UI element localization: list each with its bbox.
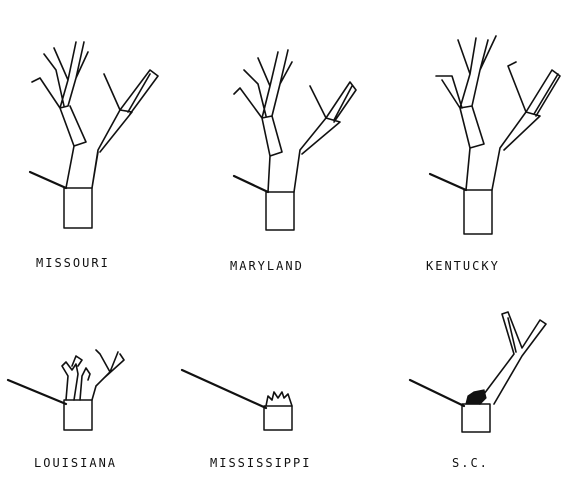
trunk-maryland [265, 191, 295, 231]
tree-maryland [232, 49, 357, 231]
tree-sc [408, 311, 547, 433]
scaffold-kentucky [435, 35, 561, 191]
trunk-sc [461, 403, 491, 433]
tree-louisiana [6, 349, 125, 431]
side-branch-maryland [232, 174, 270, 194]
tree-kentucky [428, 35, 561, 235]
side-branch-missouri [28, 170, 68, 190]
label-louisiana: LOUISIANA [34, 456, 118, 470]
label-kentucky: KENTUCKY [426, 259, 500, 273]
label-maryland: MARYLAND [230, 259, 304, 273]
trunk-missouri [63, 187, 93, 229]
scaffold-mississippi [265, 391, 293, 407]
scaffold-missouri [31, 41, 159, 189]
scaffold-sc [479, 311, 547, 405]
tree-missouri [28, 41, 159, 229]
tree-mississippi [180, 368, 293, 431]
label-missouri: MISSOURI [36, 256, 110, 270]
trunk-louisiana [63, 399, 93, 431]
label-sc: S.C. [452, 456, 489, 470]
scaffold-louisiana [61, 349, 125, 401]
label-mississippi: MISSISSIPPI [210, 456, 312, 470]
trunk-kentucky [463, 189, 493, 235]
side-branch-kentucky [428, 172, 468, 192]
scaffold-maryland [233, 49, 357, 193]
trunk-mississippi [263, 405, 293, 431]
side-branch-sc [408, 378, 466, 408]
side-branch-louisiana [6, 378, 68, 406]
side-branch-mississippi [180, 368, 268, 410]
